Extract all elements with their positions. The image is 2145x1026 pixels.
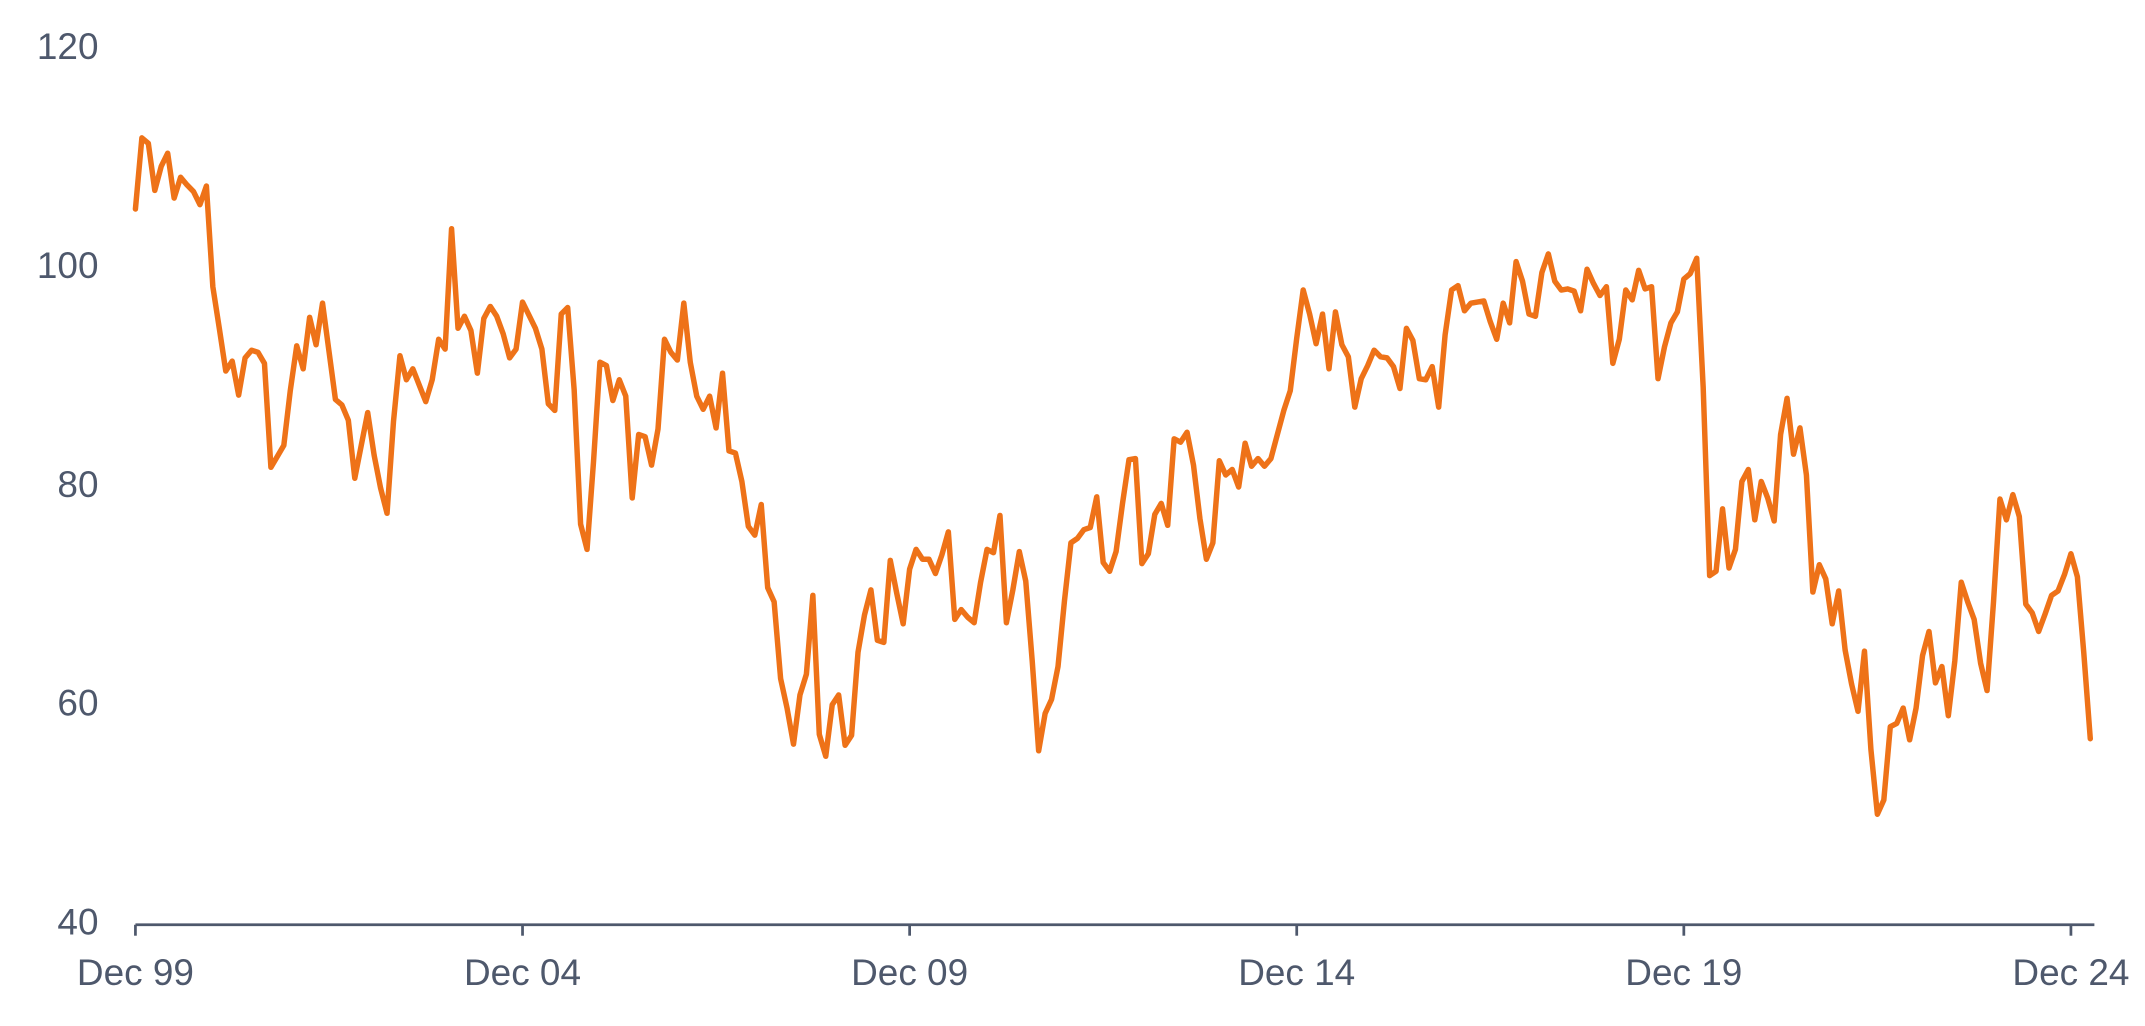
data-line — [132, 135, 2094, 817]
x-tick-label: Dec 14 — [1238, 952, 1355, 993]
y-tick-label: 60 — [57, 683, 98, 724]
x-tick-label: Dec 19 — [1625, 952, 1742, 993]
y-tick-label: 100 — [37, 245, 99, 286]
x-tick-label: Dec 09 — [851, 952, 968, 993]
x-tick-label: Dec 99 — [77, 952, 194, 993]
y-tick-label: 120 — [37, 26, 99, 67]
y-tick-label: 80 — [57, 464, 98, 505]
x-tick-label: Dec 04 — [464, 952, 581, 993]
y-tick-label: 40 — [57, 902, 98, 943]
x-tick-label: Dec 24 — [2012, 952, 2129, 993]
